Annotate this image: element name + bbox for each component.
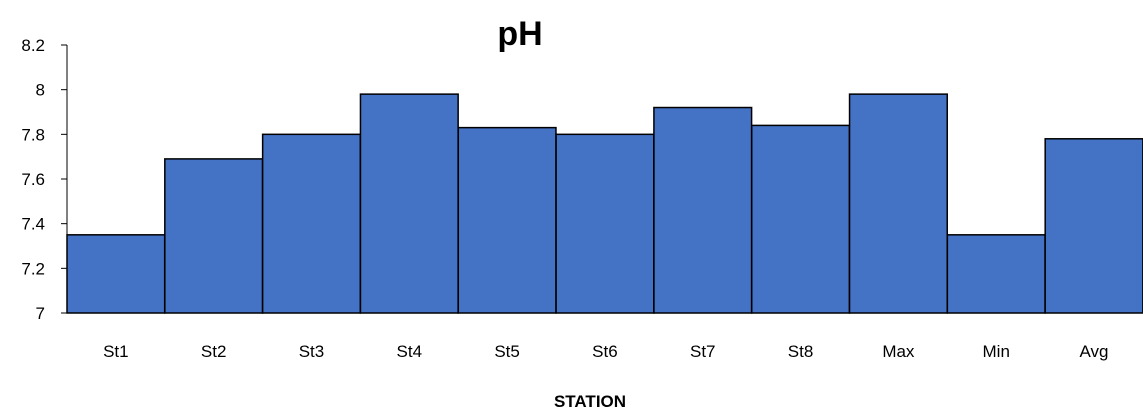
chart-title: pH [497,15,542,53]
y-tick-label-8: 8 [36,81,45,100]
bar-st7 [653,106,753,314]
x-tick-label-st2: St2 [201,342,227,361]
x-tick-label-st8: St8 [788,342,814,361]
bar-st5 [457,126,557,314]
bar-st2 [164,158,264,314]
y-tick-label-7-2: 7.2 [21,259,45,278]
x-tick-label-max: Max [882,342,915,361]
bars-layer [66,93,1143,314]
y-tick-label-7: 7 [36,304,45,323]
x-tick-label-min: Min [983,342,1010,361]
x-tick-label-st1: St1 [103,342,129,361]
bar-st3 [261,133,362,314]
x-ticks-layer: St1 St2 St3 St4 St5 St6 St7 St8 Max Min Avg [103,342,1108,361]
bar-st6 [555,133,655,314]
bar-st1 [66,234,166,314]
x-tick-label-st6: St6 [592,342,618,361]
y-tick-label-7-8: 7.8 [21,125,45,144]
x-tick-label-st3: St3 [299,342,325,361]
x-tick-label-avg: Avg [1080,342,1109,361]
y-tick-label-8-2: 8.2 [21,36,45,55]
bar-st8 [750,124,851,314]
x-tick-label-st5: St5 [494,342,520,361]
x-axis-title: STATION [554,392,626,411]
bar-avg [1044,138,1143,314]
bar-max [848,93,948,314]
y-tick-label-7-6: 7.6 [21,170,45,189]
y-ticks-layer: 7 7.2 7.4 7.6 7.8 8 8.2 [21,36,67,323]
y-tick-label-7-4: 7.4 [21,215,45,234]
bar-st4 [359,93,459,314]
bar-min [946,234,1046,314]
x-tick-label-st7: St7 [690,342,716,361]
x-tick-label-st4: St4 [397,342,423,361]
